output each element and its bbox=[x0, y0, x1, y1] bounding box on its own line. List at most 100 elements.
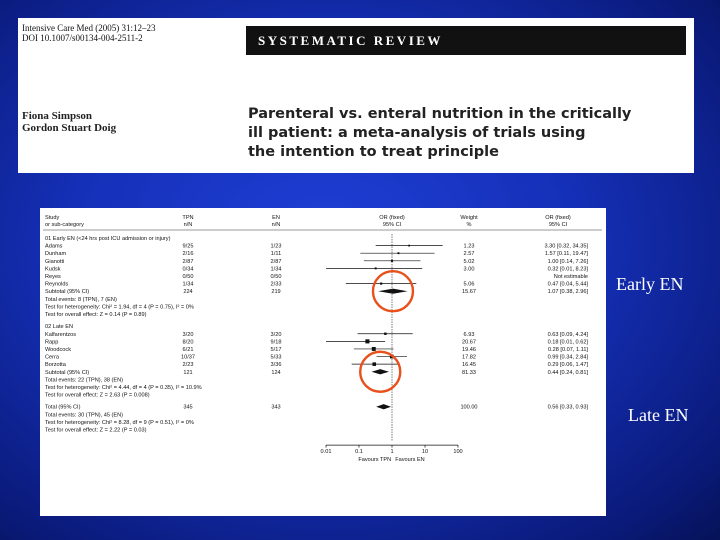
axis-tick-label: 0.1 bbox=[355, 449, 363, 455]
subgroup-heading: 02 Late EN bbox=[45, 324, 73, 330]
forest-plot: Study or sub-category TPN n/N EN n/N OR (fixed… bbox=[40, 208, 606, 516]
subtotal-late-ci: 0.44 [0.24, 0.81] bbox=[548, 370, 589, 376]
study-row-en: 5/17 bbox=[271, 347, 282, 353]
column-header-or: 95% CI bbox=[383, 222, 402, 228]
total-en: 343 bbox=[271, 405, 280, 411]
subtotal-early-en: 219 bbox=[271, 289, 280, 295]
study-row-tpn: 2/23 bbox=[183, 362, 194, 368]
study-row-tpn: 2/16 bbox=[183, 251, 194, 257]
subtotal-late-tpn: 121 bbox=[183, 370, 192, 376]
early-en-label: Early EN bbox=[616, 274, 684, 294]
study-row-weight: 1.23 bbox=[464, 244, 475, 250]
subtotal-early-label: Subtotal (95% CI) bbox=[45, 289, 89, 295]
total-note: Test for overall effect: Z = 2.22 (P = 0… bbox=[45, 428, 147, 434]
subgroup-note: Total events: 8 (TPN), 7 (EN) bbox=[45, 297, 117, 303]
column-header-en: n/N bbox=[272, 222, 281, 228]
section-banner: SYSTEMATIC REVIEW bbox=[246, 26, 686, 55]
study-row-study: Adams bbox=[45, 244, 63, 250]
study-row-en: 1/23 bbox=[271, 244, 282, 250]
study-row-point bbox=[365, 339, 370, 344]
study-row-point bbox=[384, 332, 387, 335]
axis-tick-label: 100 bbox=[453, 449, 462, 455]
study-row-tpn: 0/50 bbox=[183, 274, 194, 280]
subtotal-late-label: Subtotal (95% CI) bbox=[45, 370, 89, 376]
study-row-ci: 0.99 [0.34, 2.84] bbox=[548, 355, 589, 361]
column-header-en: EN bbox=[272, 215, 280, 221]
favours-en-label: Favours EN bbox=[395, 457, 425, 463]
subtotal-late-diamond bbox=[371, 369, 389, 375]
column-header-study: or sub-category bbox=[45, 222, 84, 228]
column-header-ci: OR (fixed) bbox=[545, 215, 571, 221]
paper-title: Parenteral vs. enteral nutrition in the … bbox=[248, 106, 632, 160]
study-row-ci: 0.63 [0.09, 4.24] bbox=[548, 332, 589, 338]
axis-tick-label: 10 bbox=[422, 449, 428, 455]
subgroup-heading: 01 Early EN (<24 hrs post ICU admission … bbox=[45, 236, 171, 242]
column-header-weight: % bbox=[467, 222, 472, 228]
study-row-study: Kalfarentzos bbox=[45, 332, 76, 338]
study-row-ci: Not estimable bbox=[554, 274, 588, 280]
column-header-ci: 95% CI bbox=[549, 222, 568, 228]
highlight-circle bbox=[359, 350, 402, 393]
subtotal-late-en: 124 bbox=[271, 370, 280, 376]
study-row-tpn: 0/34 bbox=[183, 266, 194, 272]
study-row-tpn: 2/87 bbox=[183, 259, 194, 265]
study-row-en: 2/33 bbox=[271, 282, 282, 288]
subtotal-early-diamond bbox=[378, 288, 408, 294]
study-row-en: 3/36 bbox=[271, 362, 282, 368]
study-row-point bbox=[371, 346, 376, 351]
study-row-ci: 1.57 [0.11, 19.47] bbox=[545, 251, 589, 257]
study-row-en: 1/34 bbox=[271, 266, 282, 272]
study-row-study: Reynolds bbox=[45, 282, 69, 288]
subgroup-note: Total events: 22 (TPN), 38 (EN) bbox=[45, 377, 123, 383]
study-row-ci: 0.28 [0.07, 1.11] bbox=[548, 347, 588, 353]
highlight-circle bbox=[371, 269, 415, 313]
study-row-en: 0/50 bbox=[271, 274, 282, 280]
total-ci: 0.56 [0.33, 0.93] bbox=[548, 405, 589, 411]
study-row-ci: 1.00 [0.14, 7.26] bbox=[548, 259, 589, 265]
subgroup-note: Test for overall effect: Z = 2.63 (P = 0… bbox=[45, 393, 150, 399]
author-name: Gordon Stuart Doig bbox=[22, 122, 117, 134]
study-row-tpn: 8/20 bbox=[183, 339, 194, 345]
study-row-study: Cerra bbox=[45, 355, 60, 361]
axis-tick-label: 1 bbox=[390, 449, 393, 455]
author-name: Fiona Simpson bbox=[22, 110, 92, 122]
study-row-point bbox=[390, 259, 394, 262]
study-row-weight: 2.57 bbox=[464, 251, 475, 257]
study-row-tpn: 3/20 bbox=[183, 332, 194, 338]
total-note: Total events: 30 (TPN), 45 (EN) bbox=[45, 412, 123, 418]
study-row-study: Borzotta bbox=[45, 362, 67, 368]
study-row-weight: 16.45 bbox=[462, 362, 476, 368]
study-row-point bbox=[372, 362, 377, 366]
study-row-weight: 20.67 bbox=[462, 339, 476, 345]
column-header-study: Study bbox=[45, 215, 60, 221]
total-note: Test for heterogeneity: Chi² = 8.28, df … bbox=[45, 420, 194, 426]
study-row-tpn: 1/34 bbox=[183, 282, 194, 288]
study-row-tpn: 6/21 bbox=[183, 347, 194, 353]
subtotal-early-tpn: 224 bbox=[183, 289, 192, 295]
study-row-study: Woodcock bbox=[45, 347, 71, 353]
study-row-en: 3/20 bbox=[271, 332, 282, 338]
study-row-weight: 5.02 bbox=[464, 259, 475, 265]
study-row-en: 5/33 bbox=[271, 355, 282, 361]
total-tpn: 345 bbox=[183, 405, 192, 411]
total-label: Total (95% CI) bbox=[45, 405, 81, 411]
study-row-weight: 3.00 bbox=[464, 266, 475, 272]
favours-tpn-label: Favours TPN bbox=[358, 457, 391, 463]
journal-citation: Intensive Care Med (2005) 31:12–23 bbox=[22, 23, 156, 33]
study-row-weight: 19.46 bbox=[462, 347, 476, 353]
study-row-en: 2/87 bbox=[271, 259, 282, 265]
column-header-tpn: n/N bbox=[184, 222, 193, 228]
study-row-weight: 5.06 bbox=[464, 282, 475, 288]
study-row-ci: 0.47 [0.04, 5.44] bbox=[548, 282, 589, 288]
study-row-en: 9/18 bbox=[271, 339, 282, 345]
subgroup-note: Test for overall effect: Z = 0.14 (P = 0… bbox=[45, 312, 147, 318]
study-row-weight: 6.93 bbox=[464, 332, 475, 338]
study-row-study: Gianotti bbox=[45, 259, 64, 265]
axis-tick-label: 0.01 bbox=[321, 449, 332, 455]
late-en-label: Late EN bbox=[628, 405, 689, 425]
study-row-ci: 0.29 [0.06, 1.47] bbox=[548, 362, 589, 368]
subtotal-early-weight: 15.67 bbox=[462, 289, 476, 295]
study-row-ci: 0.32 [0.01, 8.23] bbox=[548, 266, 589, 272]
study-row-ci: 0.18 [0.01, 0.62] bbox=[548, 339, 589, 345]
